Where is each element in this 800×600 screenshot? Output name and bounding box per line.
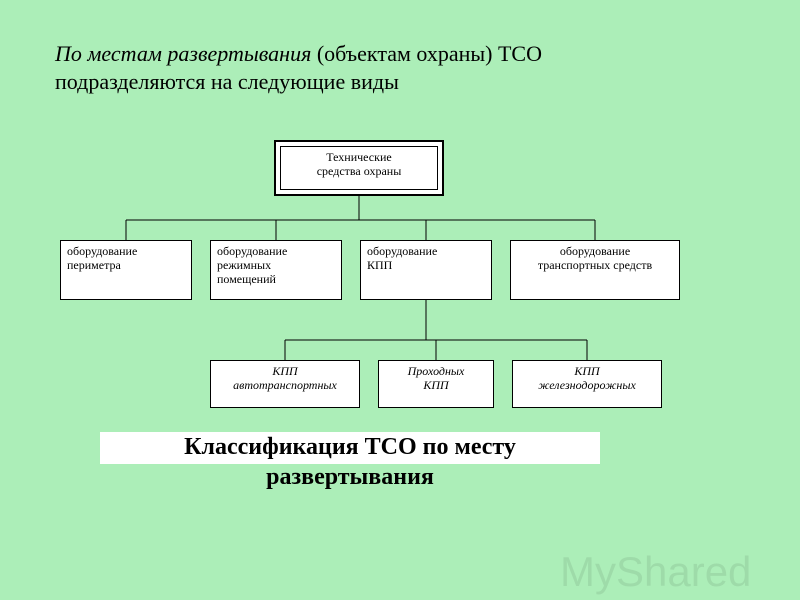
tree-node-line: КПП — [423, 379, 448, 393]
tree-node-m2: ПроходныхКПП — [378, 360, 494, 408]
tree-node-line: оборудование — [560, 245, 630, 259]
root-node-line: средства охраны — [317, 165, 402, 179]
root-node-line: Технические — [326, 151, 391, 165]
tree-node-m1: КППавтотранспортных — [210, 360, 360, 408]
tree-node-line: оборудование — [367, 245, 437, 259]
tree-node-line: оборудование — [217, 245, 287, 259]
tree-node-line: автотранспортных — [233, 379, 337, 393]
caption: Классификация ТСО по месту развертывания — [150, 432, 550, 492]
watermark: MyShared — [560, 548, 751, 596]
caption-line1: Классификация ТСО по месту — [184, 434, 516, 460]
tree-node-line: помещений — [217, 273, 276, 287]
tree-node-line: оборудование — [67, 245, 137, 259]
slide-heading: По местам развертывания (объектам охраны… — [55, 40, 542, 95]
root-node-outer: Техническиесредства охраны — [274, 140, 444, 196]
tree-node-line: Проходных — [408, 365, 465, 379]
tree-node-n1: оборудованиепериметра — [60, 240, 192, 300]
caption-line2: развертывания — [266, 464, 434, 490]
tree-node-line: транспортных средств — [538, 259, 652, 273]
tree-node-line: КПП — [367, 259, 392, 273]
tree-node-line: режимных — [217, 259, 271, 273]
tree-node-n4: оборудованиетранспортных средств — [510, 240, 680, 300]
tree-node-line: железнодорожных — [538, 379, 636, 393]
heading-italic: По местам развертывания — [55, 41, 311, 66]
heading-line2: подразделяются на следующие виды — [55, 69, 399, 94]
tree-node-line: КПП — [574, 365, 599, 379]
heading-rest: (объектам охраны) ТСО — [311, 41, 542, 66]
tree-node-line: КПП — [272, 365, 297, 379]
tree-node-n3: оборудованиеКПП — [360, 240, 492, 300]
tree-node-m3: КППжелезнодорожных — [512, 360, 662, 408]
root-node: Техническиесредства охраны — [280, 146, 438, 190]
tree-node-n2: оборудованиережимныхпомещений — [210, 240, 342, 300]
tree-node-line: периметра — [67, 259, 121, 273]
